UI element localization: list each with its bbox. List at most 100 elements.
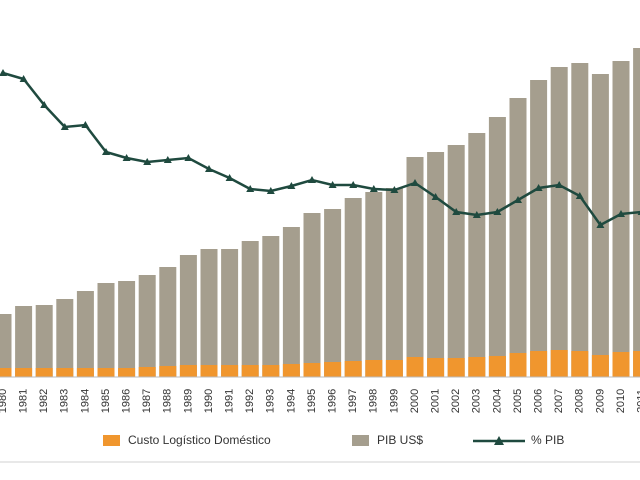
bar [344,198,362,377]
x-tick-label: 1999 [388,389,400,413]
marker [246,185,255,192]
marker [637,210,640,215]
line [2,71,640,227]
bar [406,357,424,377]
bar [571,351,589,377]
bar [35,368,53,377]
x-tick-label: 1985 [100,389,112,413]
bar [221,249,239,377]
bar [488,356,506,377]
x-tick-label: 1986 [121,389,133,413]
bar [118,281,136,377]
marker [143,158,152,165]
bar [76,291,94,377]
bar [324,209,342,377]
bar [159,267,177,377]
x-tick-label: 2009 [594,389,606,413]
marker [40,101,49,108]
bar [282,227,300,377]
bar [550,67,568,377]
x-tick-label: 1980 [0,389,9,413]
bar [406,157,424,377]
bar [344,361,362,377]
bar [282,364,300,377]
legend-label: Custo Logístico Doméstico [128,433,271,447]
marker [349,181,358,188]
legend-swatch [352,435,369,446]
x-tick-label: 1998 [368,389,380,413]
bar [633,351,640,377]
x-tick-label: 2004 [491,389,503,413]
marker [555,181,564,188]
marker [534,184,543,191]
bar [97,283,115,377]
bar [179,365,197,377]
marker [328,181,337,188]
marker [431,193,440,200]
marker [369,185,378,192]
marker [81,121,90,128]
legend-swatch [103,435,120,446]
bar [612,352,630,377]
bar [385,360,403,377]
x-tick-label: 1981 [18,389,30,413]
bar [385,188,403,377]
x-tick-label: 2007 [553,389,565,413]
bar [221,365,239,377]
bar [76,368,94,377]
marker [266,187,275,194]
marker [617,210,625,217]
x-tick-label: 1992 [244,389,256,413]
marker [205,165,213,172]
x-tick-label: 2003 [471,389,483,413]
x-tick-label: 2000 [409,389,421,413]
x-tick-label: 1988 [162,389,174,413]
marker [163,156,172,163]
x-tick-label: 1997 [347,389,359,413]
bar [200,365,218,377]
x-tick-label: 2011 [636,389,640,413]
bar [468,357,486,377]
bar [365,360,383,377]
bar [530,351,548,377]
bar [56,299,74,377]
bar [488,117,506,377]
bar [468,133,486,377]
bar [550,350,568,377]
x-tick-label: 1989 [182,389,194,413]
x-tick-label: 1987 [141,389,153,413]
x-tick-label: 2010 [615,389,627,413]
bar [262,365,280,377]
bar [97,368,115,377]
legend-label: % PIB [531,433,564,447]
marker [122,154,131,161]
marker [60,123,69,130]
marker [596,221,605,228]
marker [287,182,296,189]
x-tick-label: 1991 [224,389,236,413]
bar [15,306,33,377]
bar [427,152,445,377]
x-tick-label: 1990 [203,389,215,413]
x-tick-label: 1982 [38,389,50,413]
bar [159,366,177,377]
bar [138,275,156,377]
bar [0,314,12,377]
x-tick-label: 2005 [512,389,524,413]
marker [411,179,419,186]
x-tick-label: 2008 [574,389,586,413]
bar [56,368,74,377]
legend-label: PIB US$ [377,433,423,447]
marker [390,186,399,193]
x-tick-label: 2001 [430,389,442,413]
bar [303,213,321,377]
bar [571,63,589,377]
bar [200,249,218,377]
x-tick-label: 1993 [265,389,277,413]
marker [472,211,481,218]
marker [575,192,584,199]
marker [493,208,502,215]
marker [225,174,234,181]
x-tick-label: 1984 [79,389,91,413]
